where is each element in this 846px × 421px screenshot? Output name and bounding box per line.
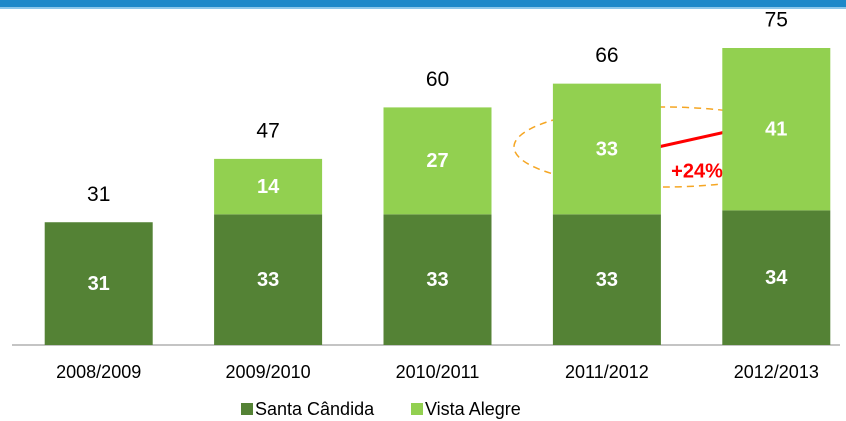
bar-segment [383, 107, 492, 215]
bar-segment [722, 48, 831, 211]
legend-swatch [241, 403, 253, 415]
bar-segment [383, 214, 492, 345]
bar-segment [214, 158, 323, 215]
segment-label: 33 [596, 138, 618, 160]
x-tick-label: 2009/2010 [226, 362, 311, 382]
segment-label: 34 [765, 267, 788, 289]
x-tick-label: 2010/2011 [396, 362, 480, 382]
bar-segment [552, 83, 661, 215]
x-tick-label: 2008/2009 [56, 362, 141, 382]
total-label: 75 [765, 9, 788, 32]
header-bar [0, 0, 846, 7]
segment-label: 27 [426, 150, 448, 172]
total-label: 31 [87, 183, 110, 206]
segment-label: 31 [88, 273, 110, 295]
segment-label: 33 [596, 269, 618, 291]
total-label: 66 [595, 44, 618, 67]
bar-segment [214, 214, 323, 345]
legend-swatch [411, 403, 423, 415]
legend-label: Santa Cândida [255, 399, 375, 419]
x-tick-label: 2012/2013 [734, 362, 819, 382]
total-label: 60 [426, 68, 449, 91]
segment-label: 33 [426, 269, 448, 291]
segment-label: 41 [765, 118, 787, 140]
segment-label: 14 [257, 176, 280, 198]
annotation: +24% [671, 160, 723, 182]
bar-segment [722, 210, 831, 345]
legend-label: Vista Alegre [425, 399, 521, 419]
x-tick-label: 2011/2012 [565, 362, 649, 382]
bar-segment [552, 214, 661, 345]
segment-label: 33 [257, 269, 279, 291]
total-label: 47 [256, 119, 279, 142]
bar-segment [44, 222, 153, 345]
